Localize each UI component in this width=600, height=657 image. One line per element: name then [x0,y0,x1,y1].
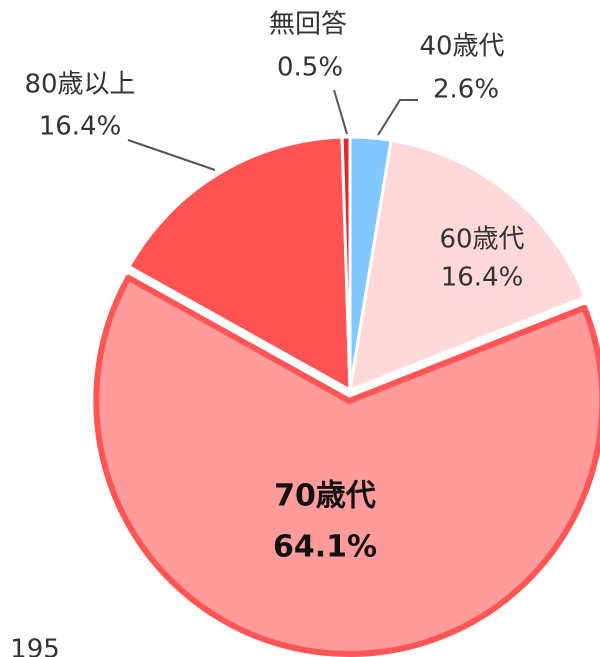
leader-line [377,99,418,136]
value-label: 16.4% [441,263,524,293]
slice-label: 40歳代 [419,32,504,62]
pie-slice [127,135,352,392]
pie-slice [93,274,600,657]
pie-slice [348,138,587,392]
leader-line [333,89,348,135]
pie-slice [340,135,352,392]
slice-label: 60歳代 [439,225,524,255]
value-label: 2.6% [433,75,499,105]
value-label: 16.4% [39,112,122,142]
note: 195 [10,635,60,657]
leader-line [127,139,216,171]
slice-label: 70歳代 [274,479,376,514]
value-label: 64.1% [273,530,377,565]
value-label: 0.5% [277,53,343,83]
slice-label: 80歳以上 [24,70,135,100]
slice-label: 無回答 [269,10,347,40]
